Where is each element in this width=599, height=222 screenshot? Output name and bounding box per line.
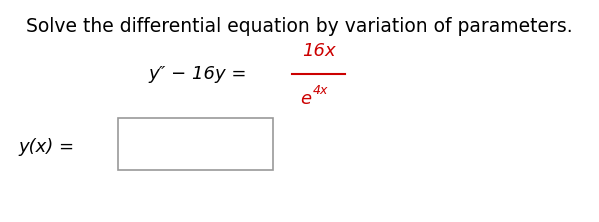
Bar bbox=[118, 118, 273, 170]
Text: 4x: 4x bbox=[313, 84, 328, 97]
Text: y(x) =: y(x) = bbox=[18, 138, 74, 156]
Text: e: e bbox=[300, 90, 311, 108]
Text: y″ − 16y =: y″ − 16y = bbox=[148, 65, 247, 83]
Text: Solve the differential equation by variation of parameters.: Solve the differential equation by varia… bbox=[26, 17, 572, 36]
Text: 16x: 16x bbox=[302, 42, 335, 60]
